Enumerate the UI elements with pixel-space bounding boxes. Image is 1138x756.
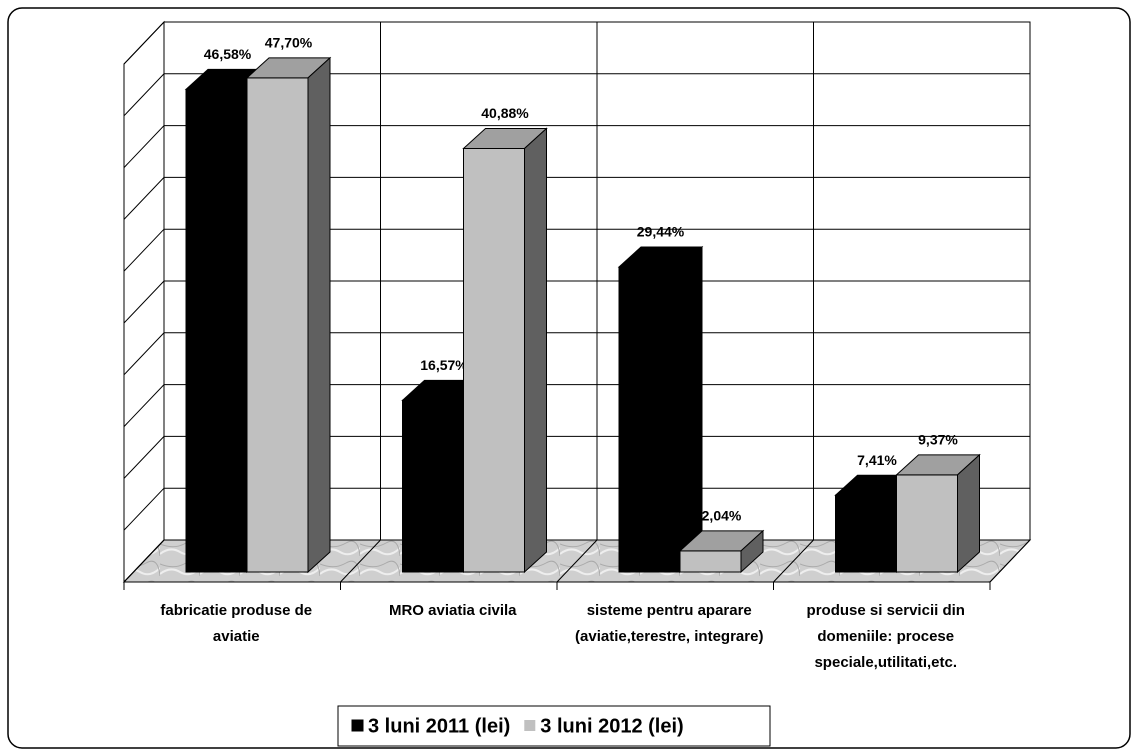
category-divider [556, 22, 598, 590]
data-label: 47,70% [265, 35, 313, 51]
bar [678, 529, 765, 574]
bar-front [463, 147, 525, 573]
bar [245, 56, 332, 574]
category-divider [773, 22, 814, 590]
x-tick-label: produse si servicii din domeniile: proce… [806, 602, 965, 671]
data-label: 16,57% [420, 357, 468, 373]
data-label: 9,37% [918, 432, 958, 448]
category-divider [123, 22, 165, 590]
data-label: 7,41% [857, 452, 897, 468]
category-divider [340, 22, 381, 590]
legend-box [337, 705, 771, 747]
legend-swatch [524, 720, 536, 731]
data-label: 2,04% [702, 508, 742, 524]
bar-front [896, 474, 958, 573]
bar [617, 245, 704, 574]
bar-front [679, 550, 742, 573]
legend-label: 3 luni 2012 (lei) [540, 715, 683, 737]
bar-front [185, 88, 248, 573]
bar-front [246, 77, 309, 573]
data-label: 29,44% [637, 224, 685, 240]
bar-side [524, 127, 547, 574]
legend: 3 luni 2011 (lei) 3 luni 2012 (lei) [337, 705, 771, 747]
bar-side [740, 529, 764, 574]
bar-front [618, 266, 681, 573]
category-divider [989, 22, 1031, 590]
bar-side [679, 245, 703, 574]
x-tick-label: MRO aviatia civila [388, 602, 517, 619]
bar-front [835, 494, 897, 573]
legend-swatch [351, 719, 364, 732]
data-label: 46,58% [204, 46, 252, 62]
bar [462, 127, 548, 574]
x-tick-label: sisteme pentru aparare (aviatie,terestre… [575, 602, 764, 645]
bar [895, 453, 981, 574]
bar-side [307, 56, 331, 574]
bar-side [957, 453, 980, 574]
x-tick-label: fabricatie produse de aviatie [160, 602, 313, 645]
legend-label: 3 luni 2011 (lei) [368, 715, 510, 737]
bar-front [402, 399, 464, 573]
data-label: 40,88% [481, 105, 529, 121]
